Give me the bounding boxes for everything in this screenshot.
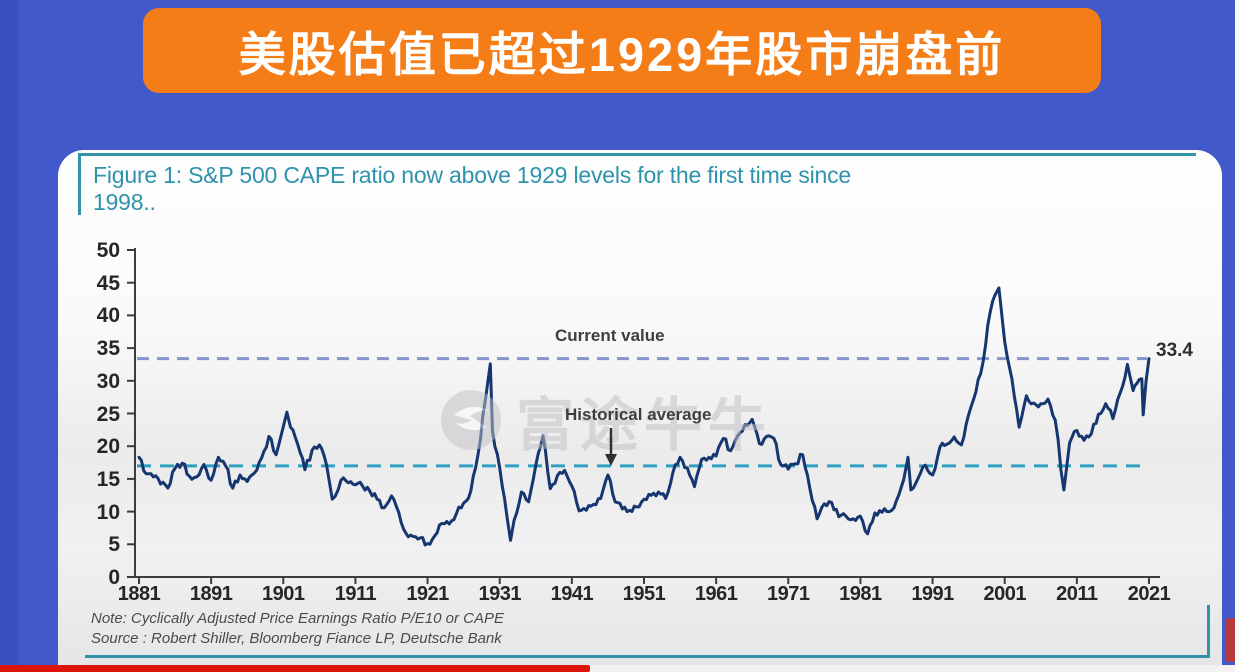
figure-title-box: Figure 1: S&P 500 CAPE ratio now above 1… <box>78 153 1196 215</box>
figure-title-line2: 1998.. <box>93 189 156 215</box>
cape-chart: 富途牛牛 0 5 10 15 20 25 30 35 40 45 50 1881 1891 1901 19… <box>58 150 1222 672</box>
x-axis-label: 2011 <box>1056 583 1098 605</box>
x-axis-label: 1881 <box>117 583 161 605</box>
y-axis-label: 35 <box>96 337 120 361</box>
headline-banner: 美股估值已超过1929年股市崩盘前 <box>143 8 1101 93</box>
down-arrow-icon <box>605 428 617 466</box>
x-axis-label: 1981 <box>839 583 882 605</box>
chart-panel: Figure 1: S&P 500 CAPE ratio now above 1… <box>58 150 1222 672</box>
x-axis-label: 1991 <box>911 583 954 605</box>
x-axis-label: 1971 <box>767 583 810 605</box>
y-axis-label: 40 <box>96 304 120 328</box>
x-axis-label: 2021 <box>1127 583 1171 605</box>
x-axis-label: 1921 <box>406 583 449 605</box>
x-axis-label: 1891 <box>189 583 233 605</box>
y-axis-label: 0 <box>108 566 120 589</box>
clipped-red-badge <box>1225 618 1235 662</box>
y-axis-label: 25 <box>96 402 120 426</box>
video-progress-fill[interactable] <box>0 665 590 672</box>
y-axis-label: 50 <box>96 239 120 262</box>
y-axis-label: 20 <box>96 435 120 459</box>
x-axis-label: 1901 <box>262 583 305 605</box>
source-line: Source : Robert Shiller, Bloomberg Fianc… <box>91 630 502 647</box>
video-progress-track[interactable] <box>0 665 1235 672</box>
current-value-label: Current value <box>555 326 665 345</box>
x-axis-label: 1911 <box>334 583 377 605</box>
y-axis-label: 30 <box>96 369 120 393</box>
x-axis-label: 1941 <box>550 583 594 605</box>
y-axis-label: 10 <box>96 500 120 524</box>
cape-chart-svg <box>127 248 1160 584</box>
y-axis-label: 45 <box>96 271 120 295</box>
figure-title-line1: Figure 1: S&P 500 CAPE ratio now above 1… <box>93 162 852 188</box>
headline-text: 美股估值已超过1929年股市崩盘前 <box>238 28 1006 81</box>
y-axis-label: 5 <box>108 533 120 557</box>
x-axis-label: 1961 <box>694 583 738 605</box>
current-value-number: 33.4 <box>1156 340 1193 361</box>
x-axis-label: 1951 <box>622 583 666 605</box>
historical-average-label: Historical average <box>565 405 712 424</box>
note-line: Note: Cyclically Adjusted Price Earnings… <box>91 610 504 627</box>
x-axis-label: 1931 <box>478 583 521 605</box>
note-box: Note: Cyclically Adjusted Price Earnings… <box>85 605 1210 658</box>
x-axis-label: 2001 <box>983 583 1026 605</box>
left-edge-strip <box>0 0 18 672</box>
y-axis-label: 15 <box>96 467 120 491</box>
